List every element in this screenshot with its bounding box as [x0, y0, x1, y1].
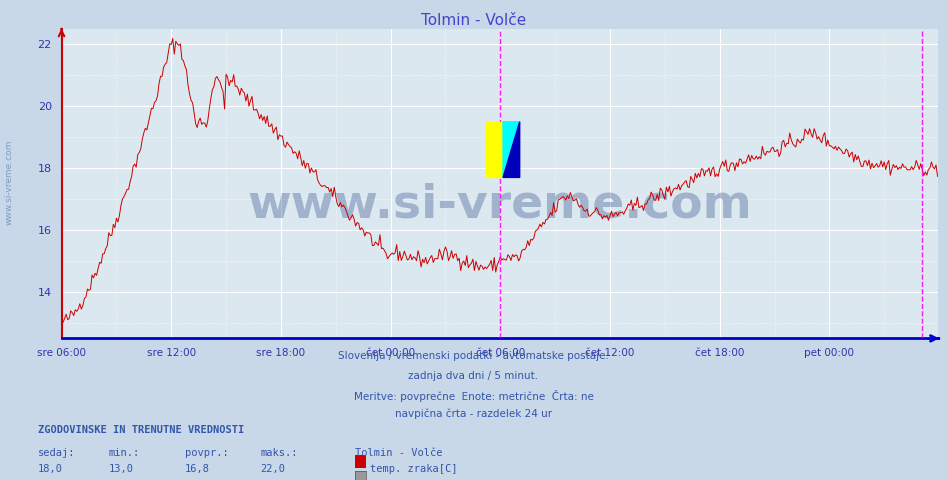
Bar	[487, 122, 503, 178]
Text: 13,0: 13,0	[109, 464, 134, 474]
Text: 18,0: 18,0	[38, 464, 63, 474]
Text: Tolmin - Volče: Tolmin - Volče	[420, 13, 527, 28]
Text: ZGODOVINSKE IN TRENUTNE VREDNOSTI: ZGODOVINSKE IN TRENUTNE VREDNOSTI	[38, 425, 244, 435]
Polygon shape	[503, 122, 520, 178]
Text: 22,0: 22,0	[260, 464, 285, 474]
Text: povpr.:: povpr.:	[185, 448, 228, 458]
Polygon shape	[503, 122, 520, 178]
Text: www.si-vreme.com: www.si-vreme.com	[5, 140, 14, 225]
Text: min.:: min.:	[109, 448, 140, 458]
Text: temp. zraka[C]: temp. zraka[C]	[370, 464, 457, 474]
Text: sedaj:: sedaj:	[38, 448, 76, 458]
Text: Slovenija / vremenski podatki - avtomatske postaje.: Slovenija / vremenski podatki - avtomats…	[338, 351, 609, 361]
Text: 16,8: 16,8	[185, 464, 209, 474]
Text: Meritve: povprečne  Enote: metrične  Črta: ne: Meritve: povprečne Enote: metrične Črta:…	[353, 390, 594, 402]
Text: Tolmin - Volče: Tolmin - Volče	[355, 448, 442, 458]
Text: www.si-vreme.com: www.si-vreme.com	[247, 183, 752, 228]
Text: navpična črta - razdelek 24 ur: navpična črta - razdelek 24 ur	[395, 409, 552, 420]
Text: maks.:: maks.:	[260, 448, 298, 458]
Text: zadnja dva dni / 5 minut.: zadnja dva dni / 5 minut.	[408, 371, 539, 381]
